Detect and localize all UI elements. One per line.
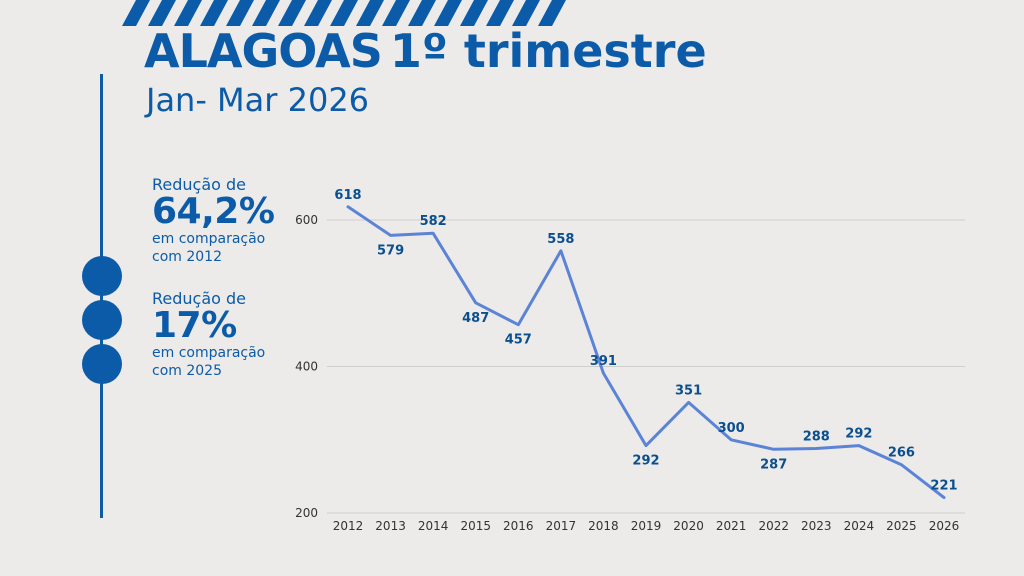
data-label: 221 (930, 479, 957, 494)
x-tick-label: 2017 (546, 519, 577, 533)
page-subtitle: Jan- Mar 2026 (146, 81, 370, 119)
data-label: 351 (675, 383, 702, 398)
stat-note: com 2025 (152, 363, 222, 379)
timeline-dot (82, 256, 122, 296)
x-tick-label: 2015 (460, 519, 491, 533)
data-label: 618 (334, 188, 361, 203)
series-line (346, 205, 946, 500)
data-label: 579 (377, 243, 404, 258)
x-tick-label: 2013 (375, 519, 406, 533)
x-tick-label: 2024 (844, 519, 875, 533)
timeline-dot (82, 300, 122, 340)
data-label: 287 (760, 457, 787, 472)
y-tick-label: 200 (295, 506, 318, 520)
stat-label: Redução de (152, 175, 247, 194)
data-label: 487 (462, 311, 489, 326)
y-tick-label: 400 (295, 360, 318, 374)
stat-reduction-2025: Redução de 17% em comparação com 2025 (152, 290, 265, 380)
data-label: 292 (845, 427, 872, 442)
x-tick-label: 2020 (673, 519, 704, 533)
x-tick-label: 2022 (758, 519, 789, 533)
stat-label: Redução de (152, 289, 247, 308)
title-period: 1º trimestre (389, 24, 707, 78)
stat-reduction-2012: Redução de 64,2% em comparação com 2012 (152, 175, 275, 266)
x-tick-label: 2016 (503, 519, 534, 533)
x-tick-label: 2023 (801, 519, 832, 533)
y-tick-label: 600 (295, 213, 318, 227)
x-tick-label: 2019 (631, 519, 662, 533)
x-tick-label: 2014 (418, 519, 449, 533)
data-label: 457 (505, 333, 532, 348)
data-label: 288 (803, 430, 830, 445)
data-label: 266 (888, 446, 915, 461)
decorative-stripes (122, 0, 566, 26)
data-label: 391 (590, 354, 617, 369)
timeline-dot (82, 344, 122, 384)
data-label: 300 (718, 421, 745, 436)
x-tick-label: 2012 (333, 519, 364, 533)
stat-note: em comparação (152, 345, 266, 361)
timeline-line (100, 74, 103, 518)
data-label: 582 (420, 214, 447, 229)
x-tick-label: 2026 (929, 519, 960, 533)
stat-note: com 2012 (152, 249, 222, 265)
title-state: ALAGOAS (144, 24, 383, 78)
data-label: 292 (632, 454, 659, 469)
stat-value: 64,2% (152, 191, 275, 232)
stat-note: em comparação (152, 231, 266, 247)
data-label: 558 (547, 232, 574, 247)
stat-value: 17% (152, 305, 237, 346)
page-title: ALAGOAS 1º trimestre (144, 28, 707, 74)
x-tick-label: 2021 (716, 519, 747, 533)
x-tick-label: 2018 (588, 519, 619, 533)
x-tick-label: 2025 (886, 519, 917, 533)
